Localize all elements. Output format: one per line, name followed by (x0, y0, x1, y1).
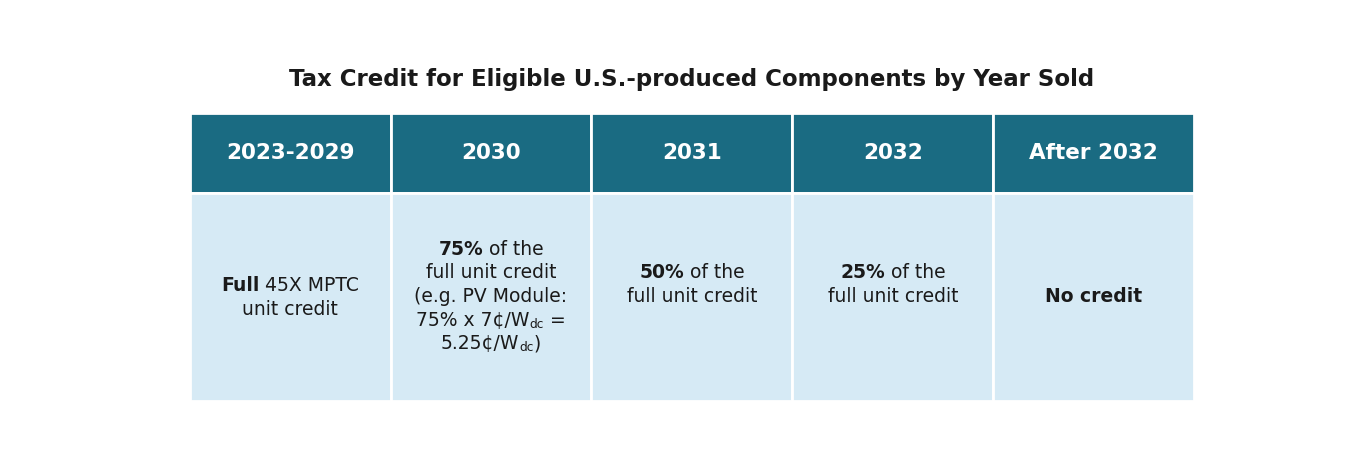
Text: 5.25¢/W: 5.25¢/W (441, 334, 520, 353)
FancyBboxPatch shape (189, 193, 390, 400)
Text: 2032: 2032 (863, 143, 922, 163)
Text: dc: dc (529, 318, 544, 331)
FancyBboxPatch shape (390, 113, 591, 193)
FancyBboxPatch shape (591, 193, 792, 400)
Text: of the: of the (684, 264, 745, 283)
Text: 45X MPTC: 45X MPTC (259, 276, 359, 296)
Text: ): ) (533, 334, 541, 353)
FancyBboxPatch shape (189, 113, 390, 193)
Text: of the: of the (884, 264, 945, 283)
Text: full unit credit: full unit credit (425, 264, 556, 283)
Text: 50%: 50% (639, 264, 684, 283)
FancyBboxPatch shape (591, 113, 792, 193)
Text: of the: of the (483, 240, 544, 259)
Text: 2030: 2030 (462, 143, 521, 163)
FancyBboxPatch shape (792, 113, 994, 193)
Text: full unit credit: full unit credit (626, 287, 757, 306)
Text: 75%: 75% (439, 240, 483, 259)
Text: full unit credit: full unit credit (828, 287, 958, 306)
Text: 2031: 2031 (662, 143, 722, 163)
FancyBboxPatch shape (994, 193, 1193, 400)
Text: dc: dc (520, 342, 533, 355)
FancyBboxPatch shape (390, 193, 591, 400)
Text: unit credit: unit credit (242, 300, 338, 319)
FancyBboxPatch shape (792, 193, 994, 400)
Text: =: = (544, 310, 566, 329)
Text: After 2032: After 2032 (1029, 143, 1158, 163)
FancyBboxPatch shape (994, 113, 1193, 193)
Text: No credit: No credit (1045, 287, 1142, 306)
Text: Full: Full (221, 276, 259, 296)
Text: (e.g. PV Module:: (e.g. PV Module: (414, 287, 567, 306)
Text: 25%: 25% (840, 264, 884, 283)
Text: 2023-2029: 2023-2029 (225, 143, 354, 163)
Text: Tax Credit for Eligible U.S.-produced Components by Year Sold: Tax Credit for Eligible U.S.-produced Co… (289, 68, 1095, 91)
Text: 75% x 7¢/W: 75% x 7¢/W (416, 310, 529, 329)
